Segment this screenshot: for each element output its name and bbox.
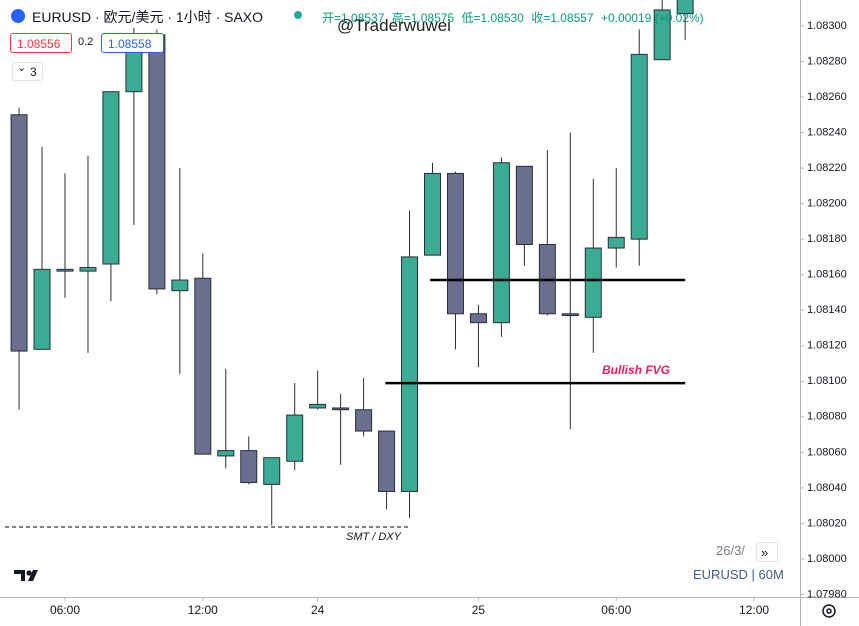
candle-body: [676, 0, 694, 15]
watermark: @Traderwuwei: [337, 16, 451, 35]
candle-body: [309, 403, 327, 409]
y-tick-label: 1.08140: [807, 304, 847, 316]
candle-body: [79, 267, 97, 272]
footer-symbol: EURUSD | 60M: [693, 567, 784, 582]
candle-body: [424, 172, 442, 256]
ohlc-close: 收=1.08557: [531, 11, 594, 25]
indicators-toggle[interactable]: 3: [12, 62, 43, 81]
y-tick-label: 1.08020: [807, 517, 847, 529]
buy-button[interactable]: 1.08558: [101, 33, 164, 53]
x-tick-label: 06:00: [50, 603, 80, 617]
candle-body: [653, 9, 671, 61]
candle-body: [492, 162, 510, 324]
x-tick-label: 24: [311, 603, 325, 617]
candle-body: [630, 53, 648, 240]
y-tick-label: 1.08180: [807, 233, 847, 245]
sell-button[interactable]: 1.08556: [10, 33, 72, 53]
x-tick-label: 25: [472, 603, 486, 617]
spread: 0.2: [78, 36, 94, 48]
candle-body: [355, 409, 373, 432]
fvg-label: Bullish FVG: [602, 363, 671, 377]
logo-part: [26, 570, 32, 576]
candle-body: [148, 34, 166, 290]
candle-body: [263, 457, 281, 485]
footer-date: 26/3/: [716, 543, 745, 558]
logo-part: [14, 570, 25, 581]
y-tick-label: 1.08220: [807, 162, 847, 174]
gear[interactable]: [822, 604, 836, 618]
axes: 1.08300 1.08280 1.08260 1.08240 1.08220 1.082…: [50, 20, 847, 617]
y-tick-label: 1.08240: [807, 126, 847, 138]
y-tick-label: 1.08100: [807, 375, 847, 387]
candle-body: [446, 172, 464, 315]
y-tick-label: 1.08120: [807, 340, 847, 352]
settings-icon[interactable]: [822, 604, 836, 618]
gear-core[interactable]: [826, 608, 832, 614]
candle-body: [171, 279, 189, 292]
candle-body: [194, 277, 212, 455]
ohlc-open: 开=1.08537: [322, 11, 385, 25]
candle-body: [102, 91, 120, 265]
scroll-button[interactable]: »: [756, 542, 778, 562]
logo: [14, 570, 38, 581]
candle-body: [378, 430, 396, 492]
x-tick-label: 06:00: [601, 603, 631, 617]
ohlc-change: +0.00019 (+0.02%): [600, 11, 704, 25]
y-tick-label: 1.07980: [807, 588, 847, 600]
y-tick-label: 1.08300: [807, 20, 847, 32]
candle-body: [332, 407, 350, 411]
y-tick-label: 1.08160: [807, 269, 847, 281]
smt-label: SMT / DXY: [346, 531, 402, 543]
candle-body: [240, 450, 258, 484]
candle-body: [217, 450, 235, 457]
y-tick-label: 1.08040: [807, 482, 847, 494]
candle-body: [10, 114, 28, 352]
candle-body: [286, 414, 304, 462]
candle-body: [401, 256, 419, 492]
candle-body: [56, 268, 74, 272]
ohlc-low: 低=1.08530: [461, 11, 524, 25]
candle-body: [469, 313, 487, 324]
status-dot: [294, 11, 302, 19]
y-tick-label: 1.08280: [807, 55, 847, 67]
x-tick-label: 12:00: [739, 603, 769, 617]
ohlc-legend: 开=1.08537 高=1.08575 低=1.08530 收=1.08557 …: [322, 9, 708, 26]
candle-body: [561, 313, 579, 317]
symbol-icon: [11, 9, 25, 23]
chevron[interactable]: ⌄: [17, 62, 27, 74]
y-tick-label: 1.08060: [807, 446, 847, 458]
y-tick-label: 1.08200: [807, 198, 847, 210]
candle-body: [607, 236, 625, 249]
candle-body: [515, 165, 533, 245]
ohlc-high: 高=1.08575: [391, 11, 455, 25]
candle-body: [33, 268, 51, 350]
y-tick-label: 1.08000: [807, 553, 847, 565]
logo-part: [28, 570, 38, 581]
x-tick-label: 12:00: [188, 603, 218, 617]
y-tick-label: 1.08260: [807, 91, 847, 103]
symbol-title: EURUSD · 欧元/美元 · 1小时 · SAXO: [32, 9, 264, 25]
candle-body: [584, 247, 602, 318]
y-tick-label: 1.08080: [807, 411, 847, 423]
